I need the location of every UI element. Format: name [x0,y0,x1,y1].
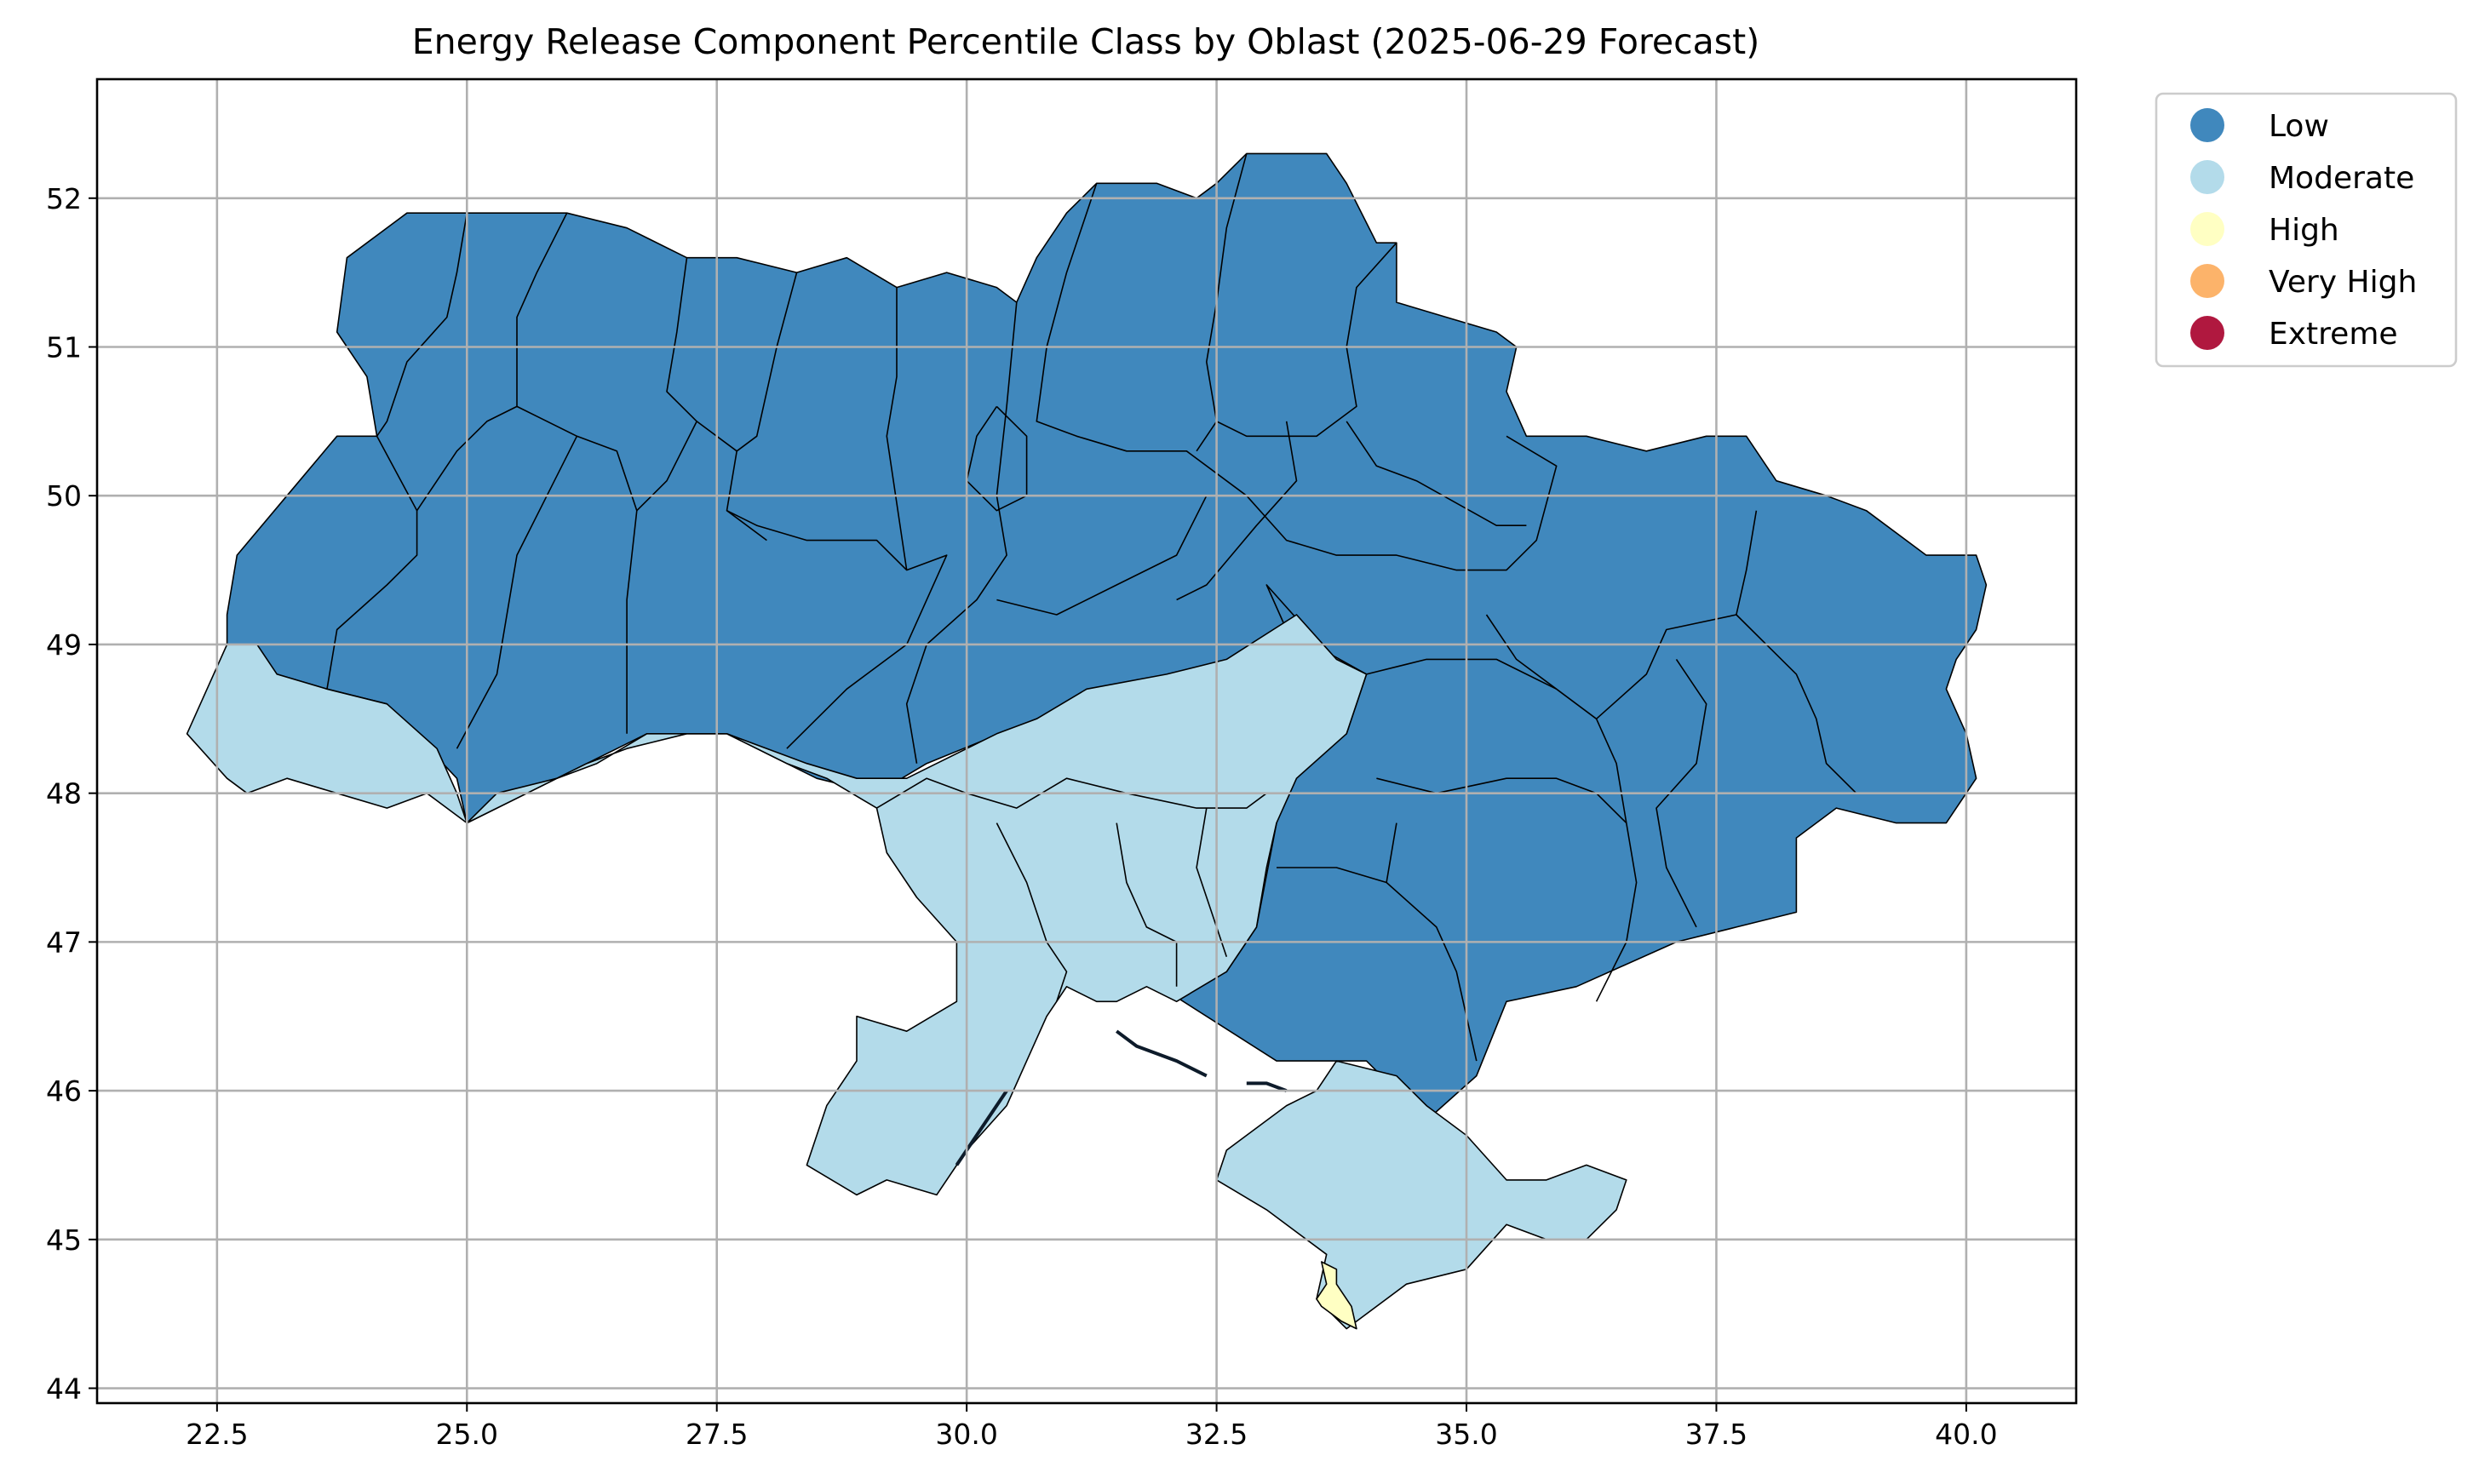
y-tick-label: 45 [46,1223,82,1257]
x-tick-label: 35.0 [1435,1418,1497,1451]
x-axis: 22.5 25.0 27.5 30.0 32.5 35.0 37.5 40.0 [186,1403,1998,1451]
legend-items: Low Moderate High Very High Extreme [2190,108,2417,352]
borders-layer [326,153,1857,1166]
oblast-border [666,257,697,422]
oblast-border [966,405,1028,512]
y-tick-label: 48 [46,777,82,811]
legend-box [2155,92,2458,368]
x-tick-label: 32.5 [1185,1418,1248,1451]
oblast-border [1176,421,1298,601]
legend-marker [2190,212,2224,246]
legend-label: High [2269,213,2339,248]
legend-label: Moderate [2269,161,2414,196]
oblast-border [1346,421,1527,527]
plot-area [95,77,2078,1405]
oblast-border [456,435,578,749]
oblast-border [1036,183,1558,571]
y-tick-label: 51 [46,330,82,364]
oblast-border [1216,242,1397,438]
x-tick-label: 30.0 [935,1418,997,1451]
legend-label: Low [2269,109,2329,144]
legend-marker [2190,264,2224,298]
y-tick-label: 44 [46,1372,82,1406]
region-moderate [186,614,1368,1196]
oblast-border [1116,822,1178,987]
map-title: Energy Release Component Percentile Clas… [412,21,1759,62]
oblast-border [626,510,638,734]
oblast-border [1386,822,1478,1062]
legend-label: Very High [2269,265,2417,300]
grid-layer [97,79,2076,1403]
y-tick-label: 50 [46,479,82,513]
legend-marker [2190,316,2224,350]
y-tick-label: 49 [46,628,82,662]
oblast-border [886,287,908,570]
x-tick-label: 37.5 [1685,1418,1747,1451]
oblast-border [736,272,798,452]
legend-marker [2190,108,2224,142]
plot-frame [95,77,2078,1405]
y-tick-label: 47 [46,925,82,959]
oblast-border [1485,614,1558,690]
x-tick-label: 40.0 [1935,1418,1997,1451]
oblast-border [326,213,468,690]
region-moderate [1215,1060,1627,1330]
x-tick-label: 22.5 [186,1418,248,1451]
legend: Low Moderate High Very High Extreme [2155,92,2458,368]
x-tick-label: 27.5 [686,1418,748,1451]
oblast-border [1196,153,1248,452]
y-tick-label: 46 [46,1074,82,1108]
regions-layer [186,152,1988,1330]
oblast-border [905,302,1018,764]
y-axis: 44 45 46 47 48 49 50 51 52 [46,182,97,1406]
oblast-border [876,777,1267,809]
legend-marker [2190,160,2224,194]
oblast-border [1656,658,1707,928]
y-tick-label: 52 [46,182,82,215]
legend-label: Extreme [2269,317,2398,352]
x-tick-label: 25.0 [436,1418,498,1451]
region-high [1316,1261,1357,1330]
coastline-spit [1246,1081,1288,1092]
coastline-spit [1116,1029,1208,1078]
oblast-border [1277,867,1387,884]
oblast-border [1736,510,1758,616]
oblast-border [516,405,767,541]
